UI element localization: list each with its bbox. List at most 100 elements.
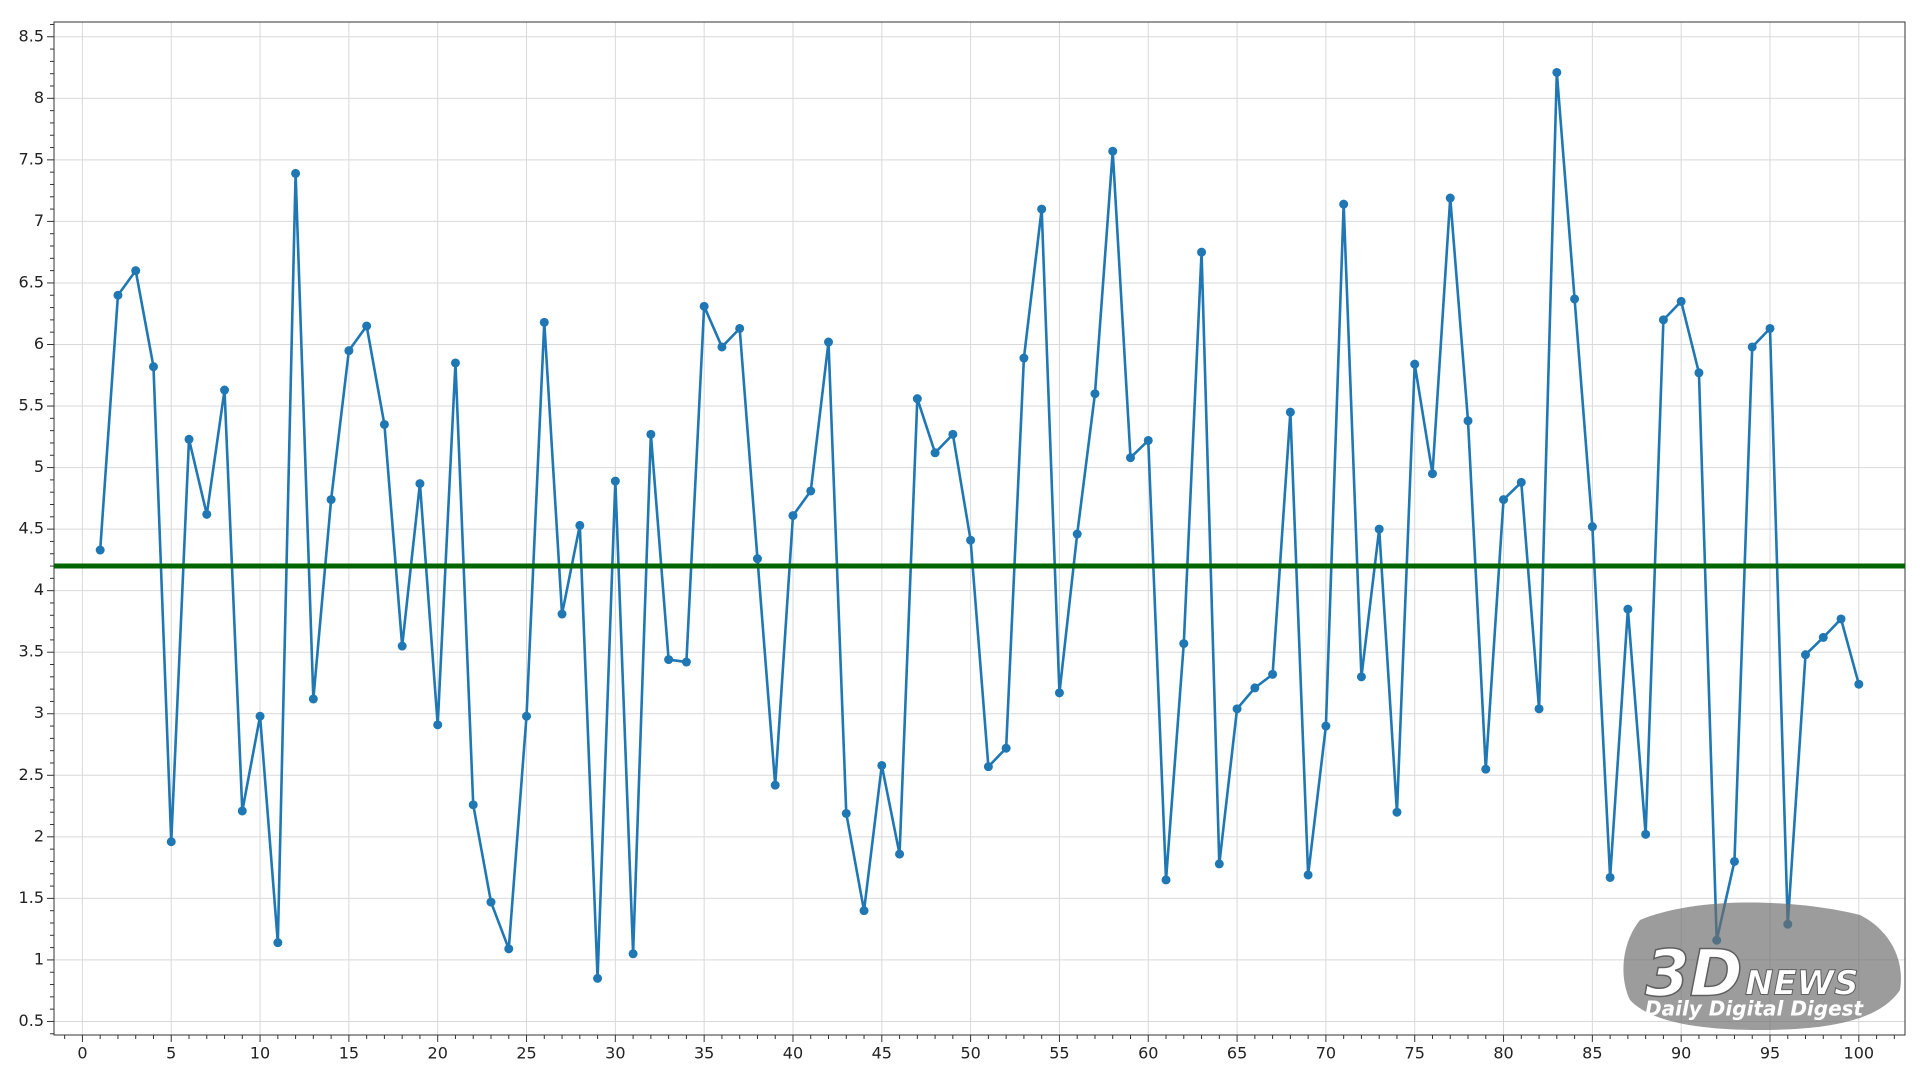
x-tick-label: 20 xyxy=(428,1044,448,1063)
x-tick-label: 90 xyxy=(1671,1044,1691,1063)
watermark: 3D NEWS Daily Digital Digest xyxy=(1623,902,1901,1030)
grid: 0 5 10 15 20 25 30 35 40 45 50 55 60 65 70 75 80 85 90 95 10… xyxy=(19,21,1906,1063)
data-point xyxy=(1410,359,1420,369)
y-tick-label: 4 xyxy=(34,580,44,599)
y-tick-label: 8.5 xyxy=(19,26,44,45)
data-point xyxy=(1570,294,1580,304)
x-tick-label: 85 xyxy=(1582,1044,1602,1063)
data-point xyxy=(1303,870,1313,880)
plot xyxy=(54,67,1905,983)
data-point xyxy=(841,808,851,818)
data-point xyxy=(681,657,691,667)
y-tick-label: 3 xyxy=(34,703,44,722)
x-tick-label: 65 xyxy=(1227,1044,1247,1063)
data-point xyxy=(1854,679,1864,689)
data-point xyxy=(1339,199,1349,209)
data-point xyxy=(1214,859,1224,869)
x-tick-label: 15 xyxy=(339,1044,359,1063)
data-point xyxy=(1108,146,1118,156)
y-tick-label: 7 xyxy=(34,211,44,230)
y-tick-label: 1.5 xyxy=(19,888,44,907)
data-point xyxy=(1516,477,1526,487)
data-point xyxy=(1197,247,1207,257)
data-point xyxy=(273,938,283,948)
data-point xyxy=(1463,416,1473,426)
data-point xyxy=(770,780,780,790)
data-point xyxy=(184,434,194,444)
data-point xyxy=(522,711,532,721)
data-point xyxy=(1161,875,1171,885)
data-point xyxy=(344,346,354,356)
data-point xyxy=(202,509,212,519)
data-point xyxy=(1356,672,1366,682)
data-point xyxy=(735,323,745,333)
watermark-logo: NEWS xyxy=(1745,964,1859,1004)
data-point xyxy=(1321,721,1331,731)
y-tick-label: 5 xyxy=(34,457,44,476)
data-point xyxy=(415,479,425,489)
data-point xyxy=(1765,323,1775,333)
x-tick-label: 70 xyxy=(1316,1044,1336,1063)
data-point xyxy=(486,897,496,907)
data-point xyxy=(752,554,762,564)
y-tick-label: 4.5 xyxy=(19,519,44,538)
data-point xyxy=(131,266,141,276)
data-point xyxy=(1836,614,1846,624)
data-point xyxy=(379,419,389,429)
data-point xyxy=(1445,193,1455,203)
data-point xyxy=(326,495,336,505)
data-point xyxy=(1605,872,1615,882)
x-tick-label: 45 xyxy=(872,1044,892,1063)
x-tick-label: 25 xyxy=(516,1044,536,1063)
data-point xyxy=(930,448,940,458)
y-tick-label: 5.5 xyxy=(19,396,44,415)
data-point xyxy=(628,949,638,959)
data-point xyxy=(166,837,176,847)
data-line xyxy=(98,71,1861,980)
data-point xyxy=(1747,342,1757,352)
data-point xyxy=(220,385,230,395)
data-point xyxy=(1125,453,1135,463)
data-point xyxy=(646,429,656,439)
data-point xyxy=(1641,829,1651,839)
data-point xyxy=(983,762,993,772)
data-point xyxy=(1427,469,1437,479)
data-point xyxy=(1037,204,1047,214)
data-point xyxy=(824,337,834,347)
data-point xyxy=(1090,389,1100,399)
x-tick-label: 60 xyxy=(1138,1044,1158,1063)
x-tick-label: 50 xyxy=(960,1044,980,1063)
data-point xyxy=(1019,353,1029,363)
data-point xyxy=(948,429,958,439)
data-point xyxy=(895,849,905,859)
data-point xyxy=(433,720,443,730)
data-point xyxy=(362,321,372,331)
x-tick-label: 95 xyxy=(1760,1044,1780,1063)
y-tick-label: 2 xyxy=(34,826,44,845)
data-point xyxy=(912,394,922,404)
plot-frame xyxy=(53,21,1906,1036)
data-point xyxy=(575,520,585,530)
data-point xyxy=(504,944,514,954)
x-tick-label: 55 xyxy=(1049,1044,1069,1063)
x-tick-label: 35 xyxy=(694,1044,714,1063)
data-point xyxy=(1374,524,1384,534)
x-tick-label: 75 xyxy=(1405,1044,1425,1063)
data-point xyxy=(1801,650,1811,660)
x-tick-label: 5 xyxy=(166,1044,176,1063)
y-tick-label: 1 xyxy=(34,949,44,968)
data-point xyxy=(1676,296,1686,306)
data-point xyxy=(1232,704,1242,714)
data-point xyxy=(593,973,603,983)
watermark-brush xyxy=(1623,902,1901,1030)
data-point xyxy=(1818,632,1828,642)
data-point xyxy=(1392,807,1402,817)
data-point xyxy=(1694,368,1704,378)
watermark-logo: 3D xyxy=(1645,938,1743,1012)
data-point xyxy=(1729,856,1739,866)
x-tick-label: 100 xyxy=(1844,1044,1875,1063)
data-point xyxy=(1054,688,1064,698)
data-point xyxy=(966,535,976,545)
data-point xyxy=(1481,764,1491,774)
data-point xyxy=(788,511,798,521)
